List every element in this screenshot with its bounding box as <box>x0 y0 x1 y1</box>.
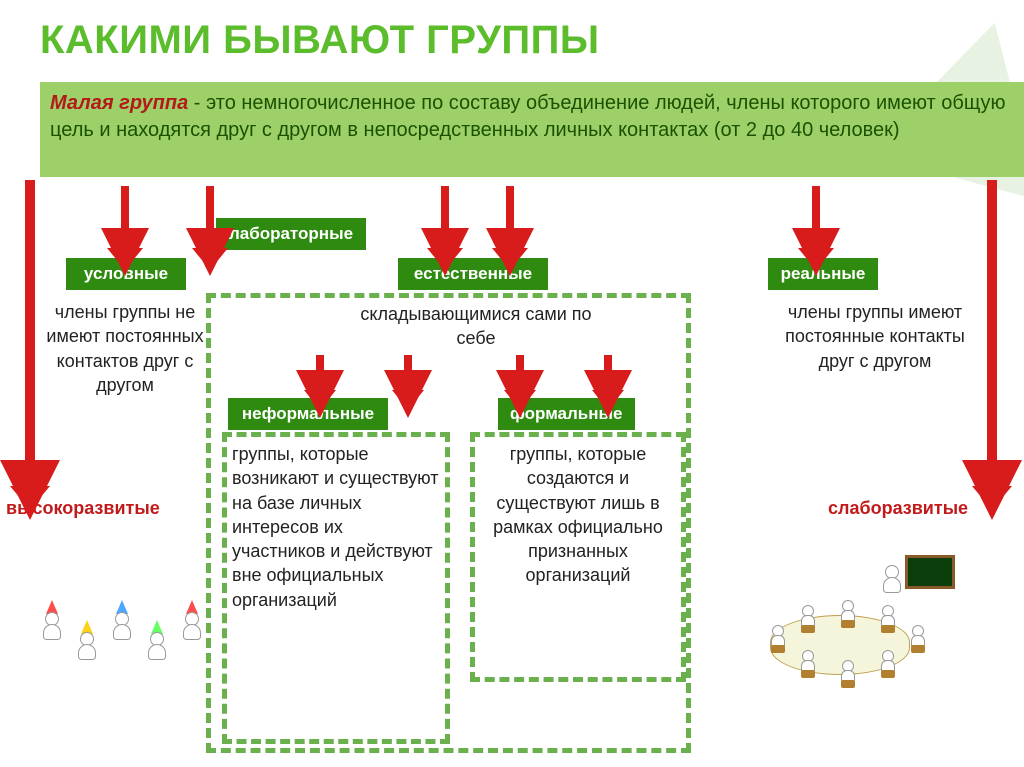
tag-real: реальные <box>768 258 878 290</box>
desc-natural: складывающимися сами по себе <box>356 302 596 351</box>
page-title: КАКИМИ БЫВАЮТ ГРУППЫ <box>0 0 1024 75</box>
clipart-party <box>30 560 210 680</box>
desc-formal: группы, которые создаются и существуют л… <box>480 442 676 588</box>
clipart-meeting <box>760 555 980 695</box>
label-low-developed: слаборазвитые <box>828 498 968 519</box>
tag-informal: неформальные <box>228 398 388 430</box>
label-high-developed: высокоразвитые <box>6 498 160 519</box>
desc-real: члены группы имеют постоянные контакты д… <box>780 300 970 373</box>
tag-laboratory: лабораторные <box>216 218 366 250</box>
tag-formal: формальные <box>498 398 635 430</box>
definition-term: Малая группа <box>50 92 188 114</box>
desc-conditional: члены группы не имеют постоянных контакт… <box>40 300 210 397</box>
tag-conditional: условные <box>66 258 186 290</box>
definition-text: - это немногочисленное по составу объеди… <box>50 92 1006 141</box>
tag-natural: естественные <box>398 258 548 290</box>
desc-informal: группы, которые возникают и существуют н… <box>232 442 440 612</box>
definition-box: Малая группа - это немногочисленное по с… <box>40 82 1024 177</box>
